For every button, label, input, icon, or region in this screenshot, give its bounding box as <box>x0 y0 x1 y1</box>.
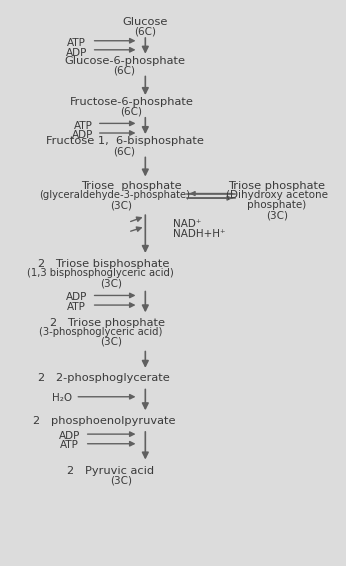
Text: (3C): (3C) <box>110 475 132 486</box>
Text: 2   Pyruvic acid: 2 Pyruvic acid <box>67 466 154 476</box>
Text: (Dihydroxy acetone: (Dihydroxy acetone <box>226 190 328 200</box>
Text: (6C): (6C) <box>113 146 136 156</box>
Text: 2   phosphoenolpyruvate: 2 phosphoenolpyruvate <box>33 416 175 426</box>
Text: phosphate): phosphate) <box>247 200 307 210</box>
Text: Triose  phosphate: Triose phosphate <box>81 181 182 191</box>
Text: ATP: ATP <box>60 440 79 451</box>
Text: (3C): (3C) <box>100 337 122 347</box>
Text: Fructose 1,  6-bisphosphate: Fructose 1, 6-bisphosphate <box>46 136 203 147</box>
Text: (1,3 bisphosphoglyceric acid): (1,3 bisphosphoglyceric acid) <box>27 268 174 278</box>
Text: Triose phosphate: Triose phosphate <box>228 181 325 191</box>
Text: (glyceraldehyde-3-phosphate): (glyceraldehyde-3-phosphate) <box>39 190 190 200</box>
Text: (6C): (6C) <box>120 106 143 117</box>
Text: ADP: ADP <box>65 292 87 302</box>
Text: (6C): (6C) <box>134 26 156 36</box>
Text: ADP: ADP <box>65 48 87 58</box>
Text: ATP: ATP <box>67 38 85 48</box>
Text: ATP: ATP <box>74 121 92 131</box>
Text: Glucose-6-phosphate: Glucose-6-phosphate <box>64 55 185 66</box>
Text: NADH+H⁺: NADH+H⁺ <box>173 229 226 239</box>
Text: H₂O: H₂O <box>52 393 72 404</box>
Text: (3C): (3C) <box>100 278 122 288</box>
Text: (3C): (3C) <box>266 210 288 220</box>
Text: NAD⁺: NAD⁺ <box>173 218 201 229</box>
Text: (3-phosphoglyceric acid): (3-phosphoglyceric acid) <box>39 327 162 337</box>
Text: 2   Triose phosphate: 2 Triose phosphate <box>50 318 165 328</box>
Text: ADP: ADP <box>72 130 94 140</box>
Text: ATP: ATP <box>67 302 85 312</box>
Text: Glucose: Glucose <box>122 16 168 27</box>
Text: Fructose-6-phosphate: Fructose-6-phosphate <box>70 97 193 107</box>
Text: (3C): (3C) <box>110 200 132 211</box>
Text: ADP: ADP <box>58 431 80 441</box>
Text: 2   2-phosphoglycerate: 2 2-phosphoglycerate <box>38 372 170 383</box>
Text: (6C): (6C) <box>113 65 136 75</box>
Text: 2   Triose bisphosphate: 2 Triose bisphosphate <box>38 259 170 269</box>
